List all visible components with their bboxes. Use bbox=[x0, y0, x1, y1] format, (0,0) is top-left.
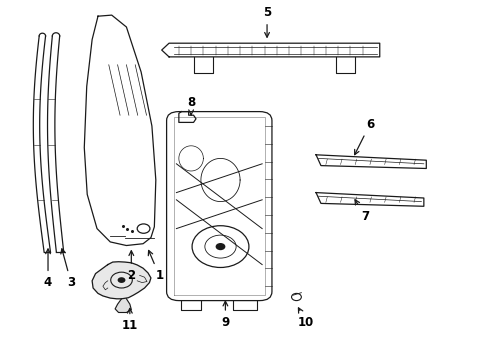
Text: 8: 8 bbox=[187, 96, 195, 115]
Polygon shape bbox=[115, 299, 131, 312]
Text: 9: 9 bbox=[221, 301, 229, 329]
Text: 2: 2 bbox=[127, 251, 135, 282]
Text: 1: 1 bbox=[148, 251, 163, 282]
Text: 6: 6 bbox=[355, 118, 374, 155]
Text: 4: 4 bbox=[44, 249, 52, 289]
Circle shape bbox=[118, 277, 125, 283]
Text: 7: 7 bbox=[355, 200, 369, 222]
Text: 3: 3 bbox=[61, 249, 75, 289]
Circle shape bbox=[216, 243, 225, 250]
Text: 10: 10 bbox=[298, 308, 315, 329]
Text: 11: 11 bbox=[122, 309, 138, 332]
Polygon shape bbox=[92, 262, 151, 299]
Text: 5: 5 bbox=[263, 6, 271, 37]
